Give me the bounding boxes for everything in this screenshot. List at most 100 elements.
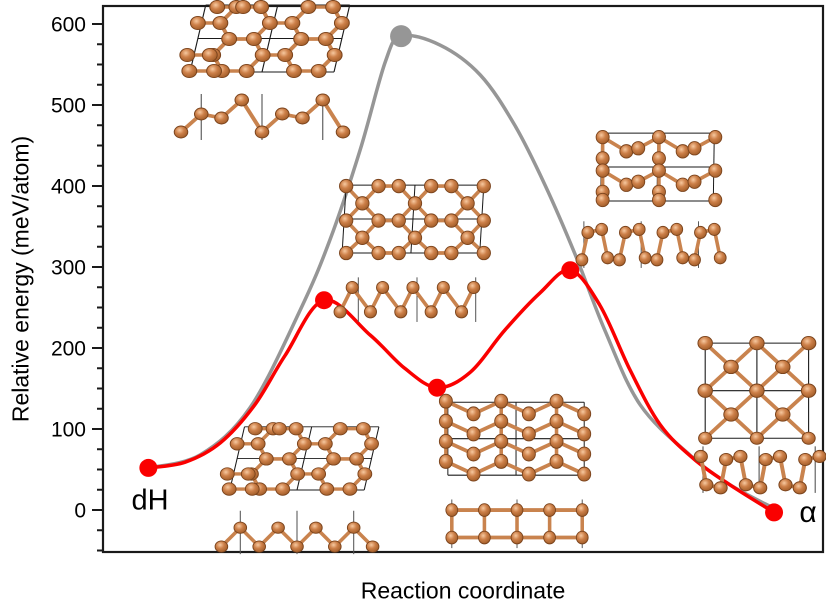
atom bbox=[339, 245, 354, 261]
atom bbox=[670, 222, 684, 236]
atom bbox=[326, 452, 341, 466]
atom bbox=[521, 426, 536, 442]
atom bbox=[319, 482, 335, 496]
atom bbox=[240, 467, 256, 481]
atom bbox=[749, 431, 764, 445]
atom bbox=[708, 129, 723, 145]
atom bbox=[713, 481, 728, 495]
x-axis-title: Reaction coordinate bbox=[360, 577, 566, 604]
atom bbox=[179, 47, 196, 63]
atom bbox=[521, 466, 536, 482]
atom bbox=[258, 452, 274, 466]
atom bbox=[521, 446, 536, 462]
atom bbox=[652, 192, 666, 208]
atom bbox=[575, 253, 589, 267]
atom bbox=[221, 482, 237, 496]
atom bbox=[407, 230, 423, 245]
atom bbox=[687, 141, 702, 156]
atom bbox=[801, 431, 816, 445]
atom bbox=[189, 15, 206, 31]
atom bbox=[345, 280, 359, 295]
atom bbox=[772, 449, 788, 463]
atom bbox=[295, 111, 310, 125]
atom bbox=[778, 478, 793, 492]
data-point-red bbox=[315, 291, 334, 310]
atom bbox=[342, 482, 358, 496]
atom bbox=[749, 383, 765, 398]
atom bbox=[424, 305, 438, 319]
atom bbox=[656, 225, 670, 239]
data-point-red bbox=[428, 378, 447, 397]
atom bbox=[577, 446, 592, 462]
atom bbox=[800, 335, 817, 351]
y-tick-label: 600 bbox=[51, 13, 86, 36]
atom bbox=[424, 178, 439, 194]
atom bbox=[774, 407, 791, 422]
atom bbox=[333, 305, 347, 319]
atom bbox=[613, 253, 626, 267]
atom bbox=[753, 481, 768, 495]
structure-insets bbox=[173, 0, 826, 555]
atom bbox=[494, 393, 509, 409]
atom bbox=[181, 63, 198, 79]
atom bbox=[595, 192, 610, 208]
reaction-path-curves bbox=[146, 33, 776, 515]
atom bbox=[738, 478, 753, 492]
atom bbox=[619, 225, 632, 239]
atom bbox=[424, 213, 439, 228]
atom bbox=[723, 359, 739, 375]
atom bbox=[652, 163, 666, 178]
atom bbox=[328, 540, 342, 553]
atom bbox=[229, 437, 245, 451]
atom bbox=[698, 431, 713, 445]
atom bbox=[543, 503, 556, 517]
atom bbox=[300, 0, 317, 15]
atom bbox=[444, 178, 459, 194]
atom bbox=[245, 31, 262, 47]
atom bbox=[271, 521, 285, 534]
atom bbox=[632, 222, 646, 236]
atom bbox=[238, 63, 255, 79]
curve-gray bbox=[146, 33, 776, 511]
atom bbox=[577, 466, 592, 482]
atom bbox=[311, 467, 327, 481]
atom bbox=[261, 15, 278, 31]
data-point-gray bbox=[390, 25, 413, 48]
atom bbox=[254, 125, 270, 139]
atom bbox=[335, 125, 351, 139]
atom bbox=[445, 530, 459, 545]
atom bbox=[293, 31, 310, 47]
atom bbox=[247, 422, 263, 436]
atom bbox=[277, 47, 294, 63]
atom bbox=[467, 280, 481, 295]
atom bbox=[494, 413, 509, 429]
atom bbox=[233, 521, 248, 534]
atom bbox=[371, 213, 386, 228]
y-tick-label: 200 bbox=[51, 337, 86, 360]
atom bbox=[510, 530, 524, 545]
atom bbox=[250, 437, 266, 451]
crystal-structure-inset-2 bbox=[333, 178, 491, 322]
atom bbox=[438, 413, 453, 429]
y-tick-label: 500 bbox=[51, 94, 86, 117]
atom bbox=[333, 15, 350, 31]
atom bbox=[688, 253, 701, 267]
atom bbox=[424, 245, 439, 261]
atom bbox=[466, 466, 481, 482]
atom bbox=[619, 144, 634, 159]
atom bbox=[478, 530, 491, 545]
atom bbox=[466, 446, 481, 462]
atom bbox=[798, 452, 813, 467]
atom bbox=[438, 453, 453, 469]
y-tick-label: 0 bbox=[74, 499, 86, 522]
plot-frame bbox=[101, 4, 825, 554]
atom bbox=[317, 31, 334, 47]
atom bbox=[219, 467, 235, 481]
atom bbox=[271, 422, 287, 436]
atom bbox=[309, 521, 323, 534]
atom bbox=[253, 0, 270, 15]
atom bbox=[349, 452, 365, 466]
atom bbox=[494, 453, 509, 469]
atom bbox=[774, 359, 791, 375]
